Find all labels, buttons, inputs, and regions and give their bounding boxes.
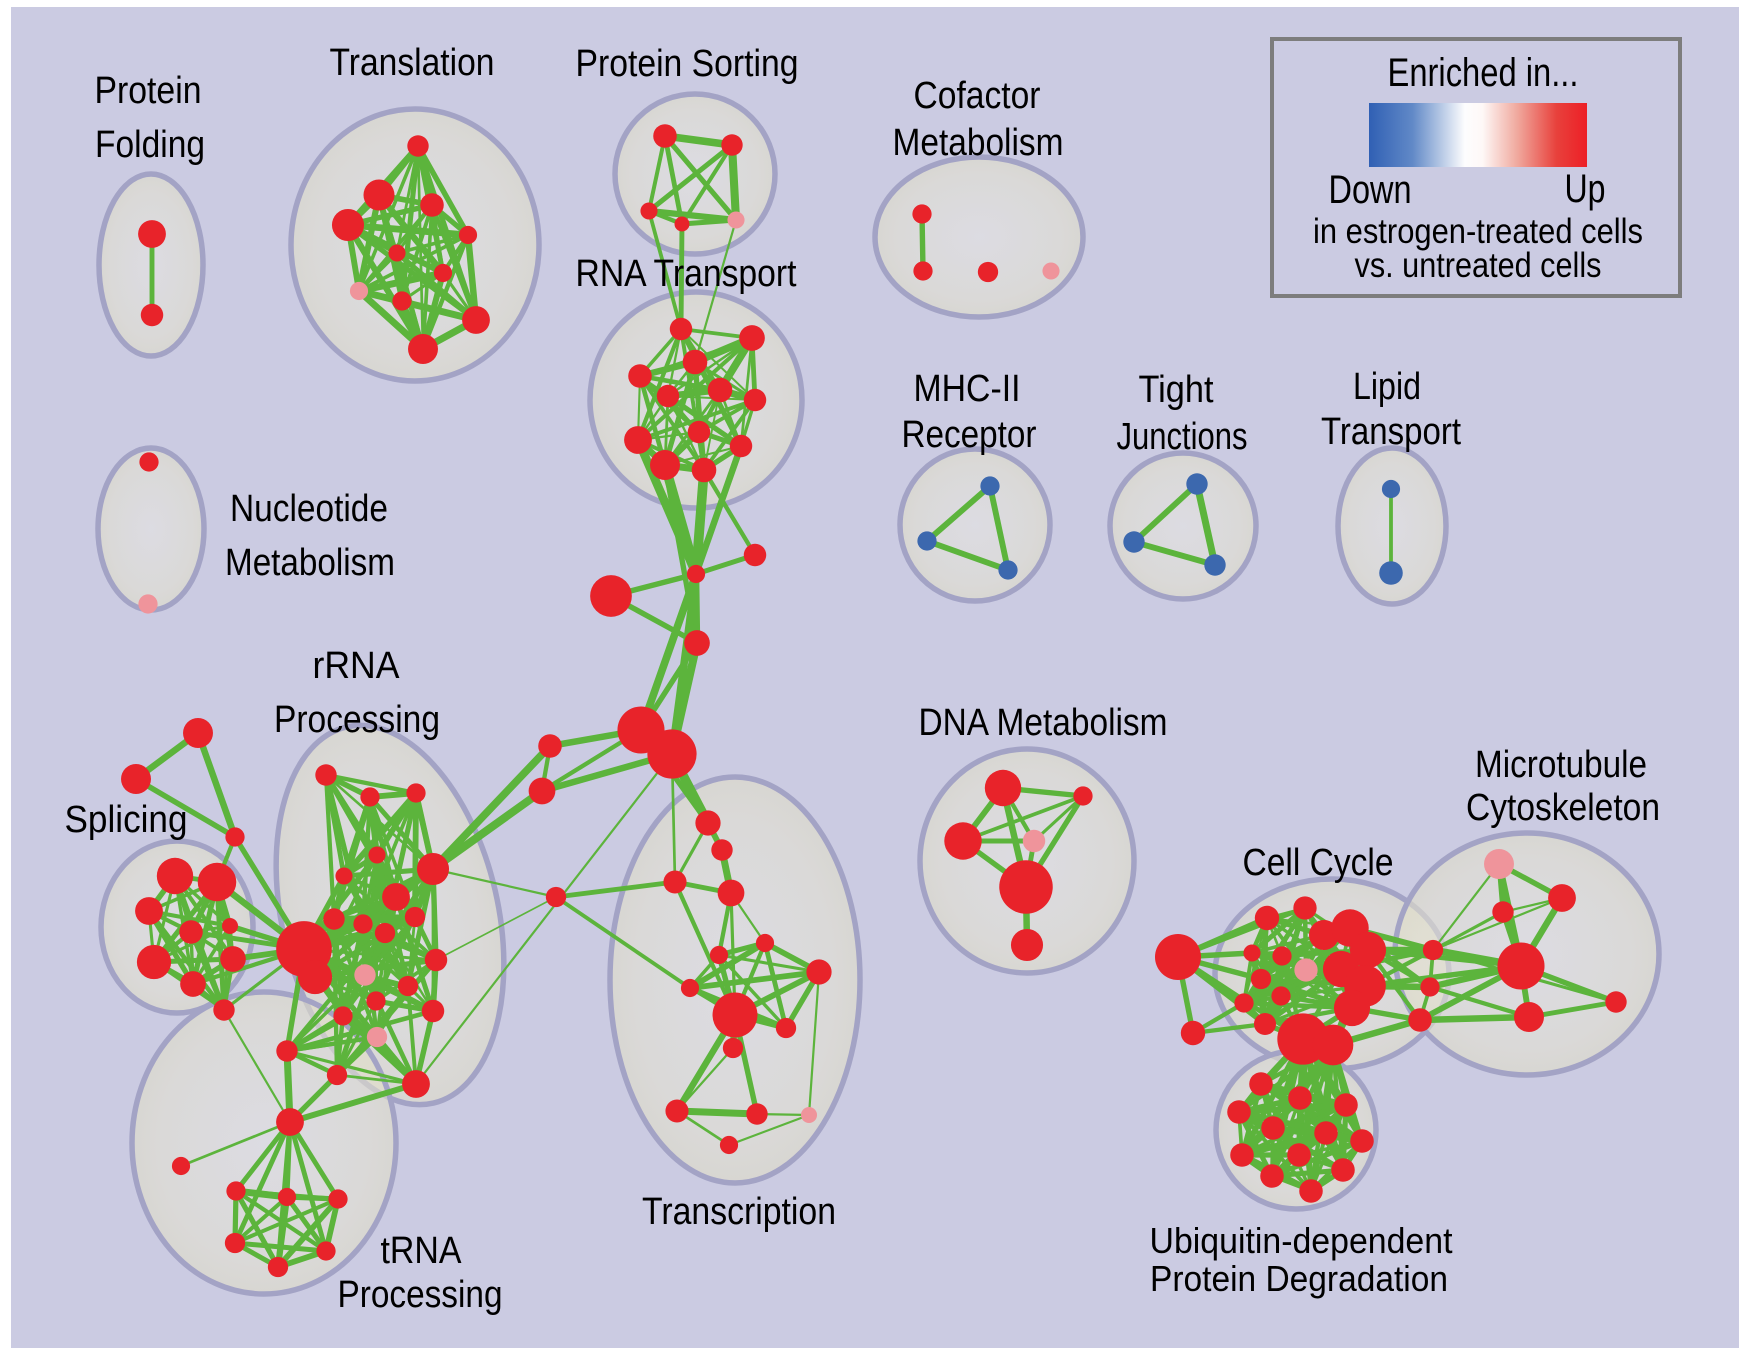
svg-text:Metabolism: Metabolism [893,122,1064,164]
svg-text:Transport: Transport [1321,411,1461,453]
svg-text:Processing: Processing [274,699,440,741]
svg-text:RNA Transport: RNA Transport [576,253,797,295]
svg-text:Nucleotide: Nucleotide [230,488,388,530]
svg-text:MHC-II: MHC-II [914,368,1021,410]
svg-text:Protein Degradation: Protein Degradation [1150,1258,1448,1299]
svg-text:Tight: Tight [1139,369,1214,411]
svg-text:Cofactor: Cofactor [914,75,1041,117]
svg-text:Down: Down [1329,168,1412,212]
svg-text:Junctions: Junctions [1117,416,1248,458]
svg-text:Enriched in...: Enriched in... [1388,51,1579,95]
svg-text:Lipid: Lipid [1353,366,1421,408]
svg-text:Transcription: Transcription [642,1191,836,1233]
svg-text:Cell Cycle: Cell Cycle [1243,842,1394,884]
svg-text:Folding: Folding [95,124,205,166]
svg-text:tRNA: tRNA [381,1230,463,1272]
svg-text:Cytoskeleton: Cytoskeleton [1466,787,1660,829]
svg-text:Protein: Protein [95,70,202,112]
svg-text:Microtubule: Microtubule [1475,744,1647,786]
svg-text:rRNA: rRNA [313,645,401,687]
svg-text:Splicing: Splicing [65,799,188,841]
svg-text:Metabolism: Metabolism [225,542,395,584]
svg-text:Translation: Translation [330,42,495,84]
svg-text:Protein Sorting: Protein Sorting [576,43,799,85]
svg-text:Receptor: Receptor [902,414,1037,456]
svg-text:DNA Metabolism: DNA Metabolism [919,702,1168,744]
svg-text:Ubiquitin-dependent: Ubiquitin-dependent [1150,1220,1453,1261]
svg-text:Processing: Processing [338,1274,503,1316]
svg-text:in estrogen-treated cells: in estrogen-treated cells [1313,212,1643,251]
svg-text:Up: Up [1565,167,1606,211]
svg-text:vs. untreated cells: vs. untreated cells [1355,246,1602,285]
